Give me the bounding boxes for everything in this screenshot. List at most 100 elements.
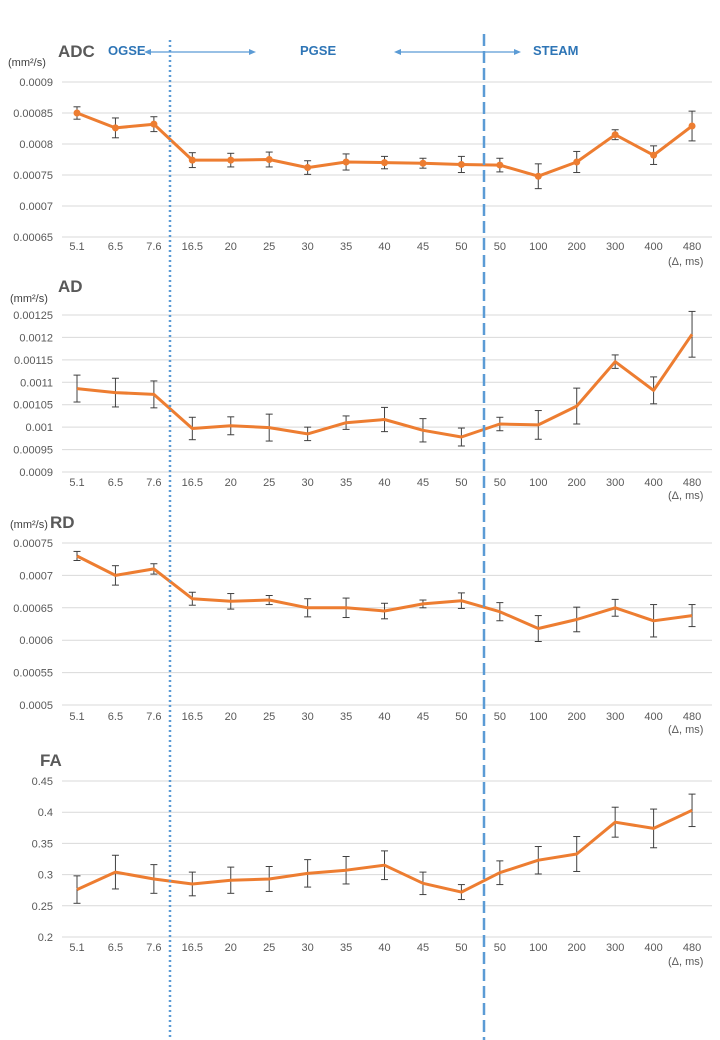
y-tick-label: 0.0012 xyxy=(19,332,53,344)
y-tick-label: 0.25 xyxy=(32,901,53,913)
error-bar xyxy=(688,793,696,828)
y-tick-label: 0.2 xyxy=(38,932,53,944)
y-tick-label: 0.00065 xyxy=(13,232,53,244)
x-tick-label: 40 xyxy=(378,711,390,723)
x-tick-label: 7.6 xyxy=(146,942,161,954)
y-tick-label: 0.00055 xyxy=(13,668,53,680)
x-tick-label: 40 xyxy=(378,942,390,954)
data-point xyxy=(227,156,235,164)
data-point xyxy=(650,151,658,159)
y-tick-label: 0.0007 xyxy=(19,570,53,582)
x-tick-label: 50 xyxy=(494,477,506,489)
y-tick-label: 0.35 xyxy=(32,838,53,850)
x-axis-label: (Δ, ms) xyxy=(668,724,703,736)
y-axis-unit: (mm²/s) xyxy=(10,293,48,305)
x-tick-label: 20 xyxy=(225,942,237,954)
x-tick-label: 6.5 xyxy=(108,477,123,489)
data-point xyxy=(73,109,81,117)
x-tick-label: 480 xyxy=(683,942,701,954)
x-tick-label: 200 xyxy=(568,477,586,489)
x-tick-label: 40 xyxy=(378,477,390,489)
panel-adc: 0.0009 0.00085 0.0008 0.00075 0.0007 0.00065 5… xyxy=(8,42,712,268)
x-tick-label: 400 xyxy=(644,942,662,954)
y-tick-label: 0.3 xyxy=(38,870,53,882)
phase-arrow-ogse-pgse xyxy=(144,49,256,55)
y-tick-label: 0.4 xyxy=(38,807,53,819)
x-axis-label: (Δ, ms) xyxy=(668,956,703,968)
y-tick-label: 0.00075 xyxy=(13,538,53,550)
x-tick-label: 30 xyxy=(302,711,314,723)
x-tick-label: 300 xyxy=(606,942,624,954)
x-tick-label: 45 xyxy=(417,711,429,723)
series-line xyxy=(76,333,694,439)
x-tick-label: 5.1 xyxy=(69,942,84,954)
x-tick-label: 35 xyxy=(340,942,352,954)
y-tick-label: 0.0005 xyxy=(19,700,53,712)
y-tick-label: 0.0008 xyxy=(19,139,53,151)
x-tick-label: 5.1 xyxy=(69,711,84,723)
x-tick-label: 40 xyxy=(378,241,390,253)
x-tick-label: 30 xyxy=(302,942,314,954)
y-tick-label: 0.45 xyxy=(32,776,53,788)
panel-title: FA xyxy=(40,751,62,770)
x-tick-label: 16.5 xyxy=(182,942,203,954)
y-tick-label: 0.00125 xyxy=(13,310,53,322)
x-tick-label: 35 xyxy=(340,241,352,253)
error-bar xyxy=(73,550,81,561)
panel-title: RD xyxy=(50,513,75,532)
x-tick-label: 50 xyxy=(455,241,467,253)
data-point xyxy=(304,164,312,172)
x-tick-label: 6.5 xyxy=(108,241,123,253)
x-tick-label: 300 xyxy=(606,711,624,723)
phase-label-pgse: PGSE xyxy=(300,43,336,58)
y-tick-label: 0.0011 xyxy=(20,377,53,389)
series-line xyxy=(76,808,693,894)
data-point xyxy=(265,156,273,163)
x-tick-label: 45 xyxy=(417,942,429,954)
panel-rd: 0.00075 0.0007 0.00065 0.0006 0.00055 0.0005 5… xyxy=(10,513,712,736)
phase-arrow-pgse-steam xyxy=(394,49,521,55)
x-tick-label: 50 xyxy=(455,711,467,723)
x-tick-label: 16.5 xyxy=(182,241,203,253)
x-tick-label: 16.5 xyxy=(182,477,203,489)
x-tick-label: 45 xyxy=(417,241,429,253)
x-tick-label: 100 xyxy=(529,477,547,489)
error-bar xyxy=(73,374,81,403)
x-tick-label: 25 xyxy=(263,241,275,253)
y-tick-label: 0.00115 xyxy=(14,355,53,367)
x-tick-label: 100 xyxy=(529,241,547,253)
x-tick-label: 20 xyxy=(225,241,237,253)
error-bar xyxy=(688,604,696,628)
y-tick-label: 0.0006 xyxy=(19,635,53,647)
x-tick-label: 50 xyxy=(494,942,506,954)
x-tick-label: 25 xyxy=(263,477,275,489)
series-line xyxy=(76,554,693,630)
x-tick-label: 30 xyxy=(302,477,314,489)
x-tick-label: 200 xyxy=(568,241,586,253)
data-point xyxy=(573,158,581,166)
y-tick-label: 0.0007 xyxy=(19,201,53,213)
data-point xyxy=(111,124,119,132)
x-tick-label: 25 xyxy=(263,942,275,954)
x-tick-label: 25 xyxy=(263,711,275,723)
x-tick-label: 200 xyxy=(568,942,586,954)
y-tick-label: 0.001 xyxy=(25,422,53,434)
x-tick-label: 480 xyxy=(683,241,701,253)
x-tick-label: 20 xyxy=(225,477,237,489)
data-point xyxy=(188,156,196,164)
panel-title: ADC xyxy=(58,42,95,61)
x-tick-label: 100 xyxy=(529,942,547,954)
x-tick-label: 5.1 xyxy=(69,241,84,253)
data-point xyxy=(150,120,158,128)
x-axis-label: (Δ, ms) xyxy=(668,256,703,268)
x-axis-label: (Δ, ms) xyxy=(668,490,703,502)
x-tick-label: 480 xyxy=(683,711,701,723)
panel-title: AD xyxy=(58,277,83,296)
x-tick-label: 50 xyxy=(455,477,467,489)
error-bar xyxy=(688,310,696,358)
y-tick-label: 0.00085 xyxy=(13,108,53,120)
x-tick-label: 100 xyxy=(529,711,547,723)
x-tick-label: 400 xyxy=(644,711,662,723)
data-point xyxy=(342,158,350,166)
x-tick-label: 50 xyxy=(455,942,467,954)
